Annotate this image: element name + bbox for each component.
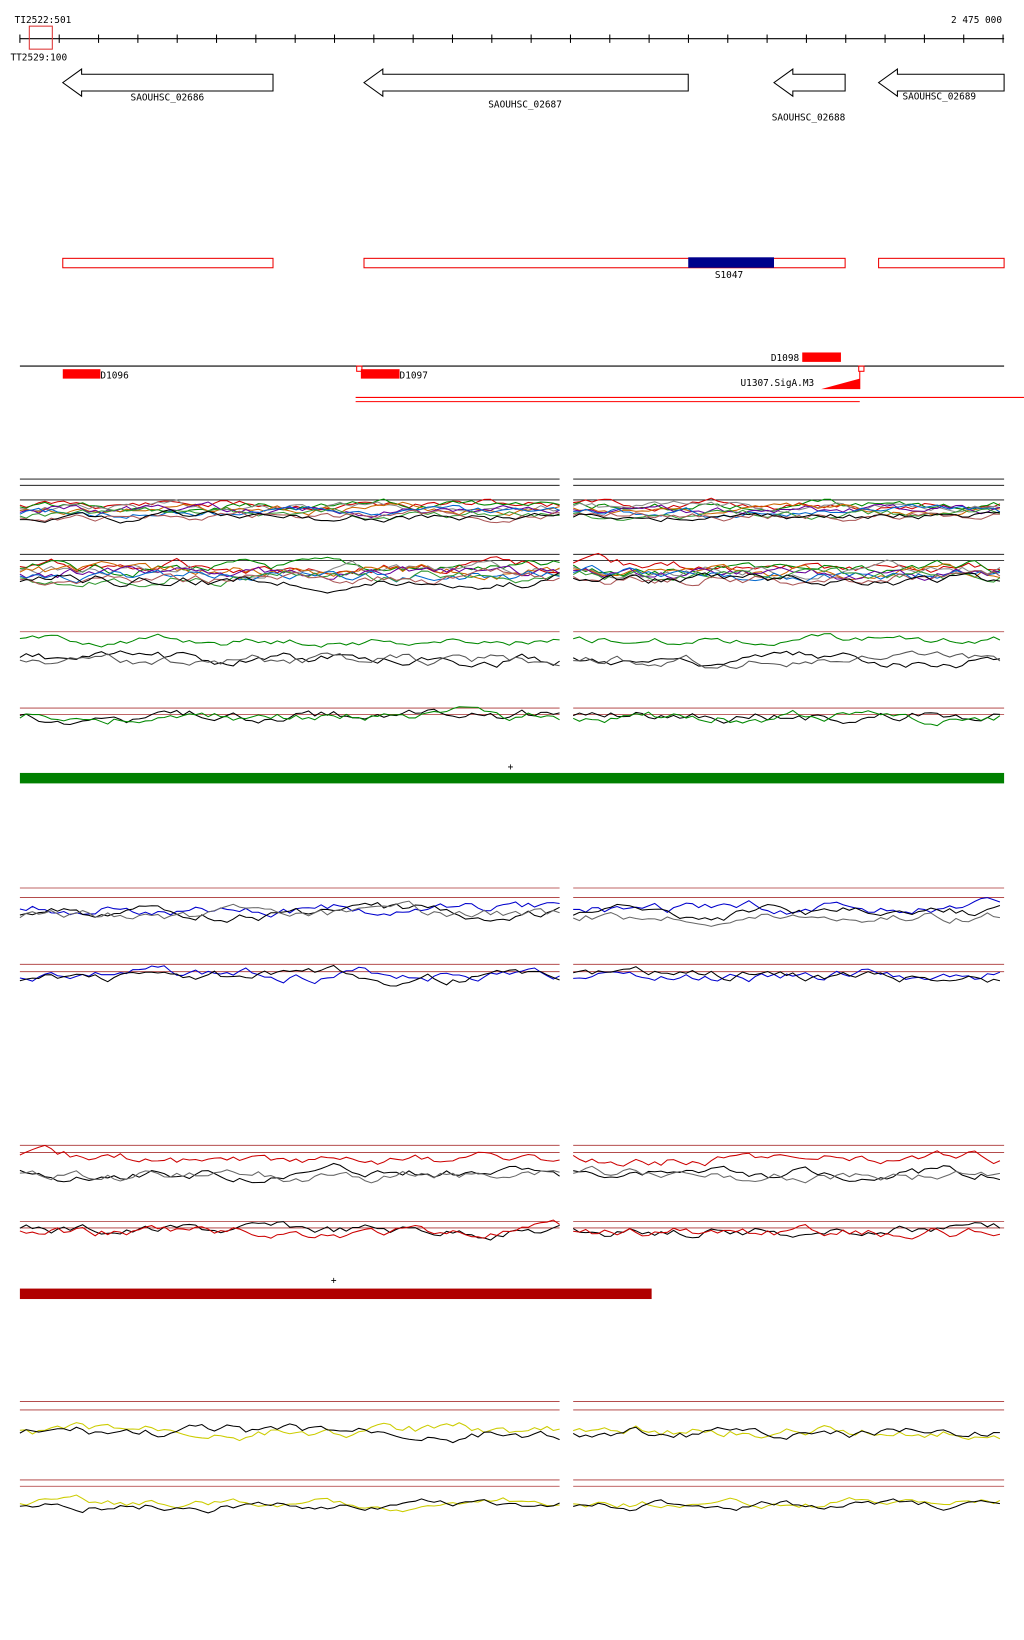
segments [62,257,1005,269]
trace [573,512,1000,522]
ruler-end: 2 475 000 [951,15,1002,26]
gene-label: SAOUHSC_02686 [131,92,205,103]
trace [19,567,560,586]
trace [572,903,1001,921]
trace [573,650,1001,669]
segment [688,257,775,268]
marker-label: D1097 [400,371,428,382]
trace [19,501,560,519]
trace [572,711,1000,725]
segment-label: S1047 [715,270,743,281]
trace [572,1426,1000,1440]
trace [572,709,1001,727]
marker-label: D1098 [771,353,800,364]
trace [572,1150,1001,1167]
strand-bar [19,1288,652,1300]
strand-label: + [331,1275,337,1286]
genes [61,68,1005,98]
gene-label: SAOUHSC_02689 [902,91,976,102]
ruler-start: TT2529:100 [10,53,67,64]
trace [19,1162,560,1184]
trace [573,1425,1001,1440]
trace [19,556,560,575]
trace [572,650,1000,669]
trace [573,633,1001,646]
trace [19,1422,560,1442]
ruler: TI2522:501 TT2529:100 2 475 000 [10,15,1005,64]
trace [19,509,560,524]
trace [19,965,560,985]
trace [573,966,1001,983]
trace [19,1169,560,1184]
trace [572,511,1000,523]
traces [19,478,1005,1514]
trace [572,912,1000,927]
trace [19,1498,560,1514]
trace [19,570,560,588]
trace [19,1219,560,1239]
trace [19,504,560,519]
gene-label: SAOUHSC_02688 [772,112,846,123]
gene-label: SAOUHSC_02687 [488,100,562,111]
trace [19,509,560,524]
trace [19,708,560,726]
trace [573,1165,1001,1184]
marker-label: D1096 [100,371,129,382]
trace [573,1223,1001,1240]
trace [19,1144,560,1165]
strand-label: + [508,762,514,773]
ruler-start: TI2522:501 [15,15,72,26]
marker-label: U1307.SigA.M3 [741,378,815,389]
trace [573,572,1001,587]
trace [573,564,1001,583]
trace [573,897,1001,915]
trace [573,1498,1001,1512]
trace [19,1423,560,1444]
trace [19,652,560,667]
trace [19,560,560,579]
trace [19,633,560,648]
trace [19,900,560,920]
trace [19,706,560,725]
trace [19,902,560,923]
markers [19,352,1024,403]
trace [573,503,1001,515]
trace [19,572,560,594]
trace [19,650,560,668]
trace [19,901,560,918]
trace [573,1497,1001,1510]
trace [19,964,560,987]
strand-bar [19,772,1005,784]
trace [573,563,1001,580]
trace [19,569,560,584]
trace [19,565,560,580]
